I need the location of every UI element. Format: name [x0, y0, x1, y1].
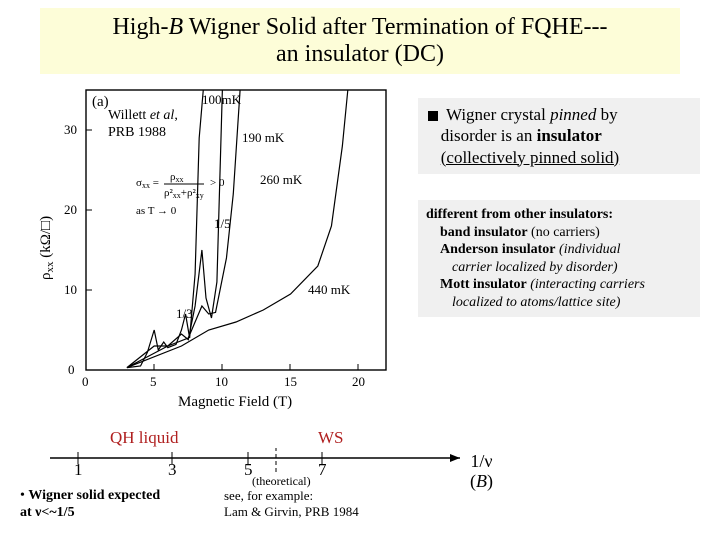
svg-text:ρxx (kΩ/□): ρxx (kΩ/□): [38, 216, 56, 280]
title-box: High-B Wigner Solid after Termination of…: [40, 8, 680, 74]
box2-i1-note: (individual: [556, 242, 621, 257]
see-line2: Lam & Girvin, PRB 1984: [224, 504, 359, 519]
svg-text:440 mK: 440 mK: [308, 282, 351, 297]
svg-text:10: 10: [215, 374, 228, 389]
box1-tail1: by: [596, 105, 617, 124]
box2-i2-cont: carrier localized by disorder): [452, 260, 618, 275]
box2-i3-note: (interacting carriers: [527, 277, 645, 292]
tick-7: 7: [318, 460, 327, 480]
svg-text:0: 0: [82, 374, 89, 389]
title-pre: High-: [112, 14, 168, 40]
box1-line3: (collectively pinned solid): [441, 148, 619, 167]
svg-text:0: 0: [68, 362, 75, 377]
svg-text:as T → 0: as T → 0: [136, 205, 177, 217]
one-over-nu-text: 1/ν: [470, 451, 492, 471]
svg-text:190 mK: 190 mK: [242, 130, 285, 145]
box1-pinned: pinned: [550, 105, 596, 124]
filling-axis: QH liquid WS 1 3 5 7 1/ν (B) (theoretica…: [20, 428, 700, 488]
rho-xx-chart: (a) 0102030 05101520 Magnetic Field (T) …: [28, 80, 408, 420]
b-label: B: [476, 471, 487, 491]
bullet-icon: [428, 111, 438, 121]
title-B: B: [168, 14, 183, 40]
bottom-axis-area: QH liquid WS 1 3 5 7 1/ν (B) (theoretica…: [20, 428, 700, 488]
footnote-l2: at ν<~1/5: [20, 505, 75, 520]
box1-line2b: insulator: [537, 126, 602, 145]
box1-lead: Wigner crystal: [446, 105, 550, 124]
citation-authors: Willett: [108, 108, 150, 123]
box2-i0-note: (no carriers): [528, 225, 600, 240]
citation-etal: et al: [150, 108, 175, 123]
other-insulators-box: different from other insulators: band in…: [418, 200, 700, 317]
svg-text:20: 20: [352, 374, 365, 389]
citation-journal: PRB 1988: [108, 125, 166, 140]
theoretical-label: (theoretical): [252, 474, 311, 489]
wigner-pinned-box: Wigner crystal pinned by disorder is an …: [418, 98, 700, 174]
svg-text:10: 10: [64, 282, 77, 297]
see-line1: see, for example:: [224, 488, 313, 503]
tick-1: 1: [74, 460, 83, 480]
box2-head: different from other insulators:: [426, 207, 613, 222]
footnote-l1: Wigner solid expected: [28, 488, 160, 503]
box1-line2a: disorder is an: [441, 126, 537, 145]
box2-i1-name: Anderson insulator: [440, 242, 556, 257]
ws-label: WS: [318, 428, 344, 448]
svg-text:5: 5: [150, 374, 157, 389]
title-mid: Wigner Solid after Termination of FQHE--…: [183, 14, 607, 40]
svg-text:1/5: 1/5: [214, 216, 231, 231]
box2-i0-name: band insulator: [440, 225, 528, 240]
citation-comma: ,: [174, 108, 178, 123]
citation: Willett et al, PRB 1988: [108, 108, 178, 142]
svg-text:30: 30: [64, 122, 77, 137]
see-reference: see, for example: Lam & Girvin, PRB 1984: [224, 488, 359, 519]
tick-3: 3: [168, 460, 177, 480]
svg-text:20: 20: [64, 202, 77, 217]
svg-text:> 0: > 0: [210, 177, 225, 189]
wigner-expected-note: Wigner solid expected at ν<~1/5: [20, 488, 160, 522]
box2-i3-name: Mott insulator: [440, 277, 527, 292]
qh-liquid-label: QH liquid: [110, 428, 178, 448]
svg-text:15: 15: [284, 374, 297, 389]
svg-text:(a): (a): [92, 94, 109, 110]
svg-text:Magnetic Field (T): Magnetic Field (T): [178, 394, 292, 410]
svg-text:260 mK: 260 mK: [260, 172, 303, 187]
page-title: High-B Wigner Solid after Termination of…: [50, 14, 670, 68]
box2-i4-cont: localized to atoms/lattice site): [452, 295, 620, 310]
title-line2: an insulator (DC): [276, 41, 444, 67]
one-over-nu: 1/ν (B): [470, 452, 493, 492]
